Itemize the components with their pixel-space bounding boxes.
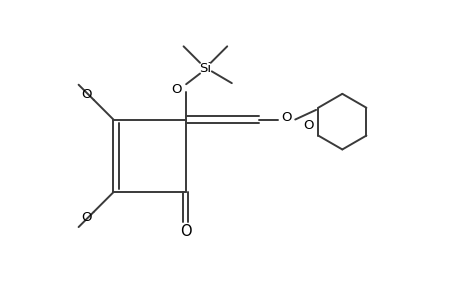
Text: O: O: [81, 88, 91, 101]
Text: O: O: [302, 119, 313, 132]
Text: O: O: [281, 111, 291, 124]
Text: O: O: [171, 83, 181, 96]
Text: O: O: [180, 224, 191, 239]
Text: O: O: [81, 211, 91, 224]
Text: Si: Si: [199, 62, 211, 75]
